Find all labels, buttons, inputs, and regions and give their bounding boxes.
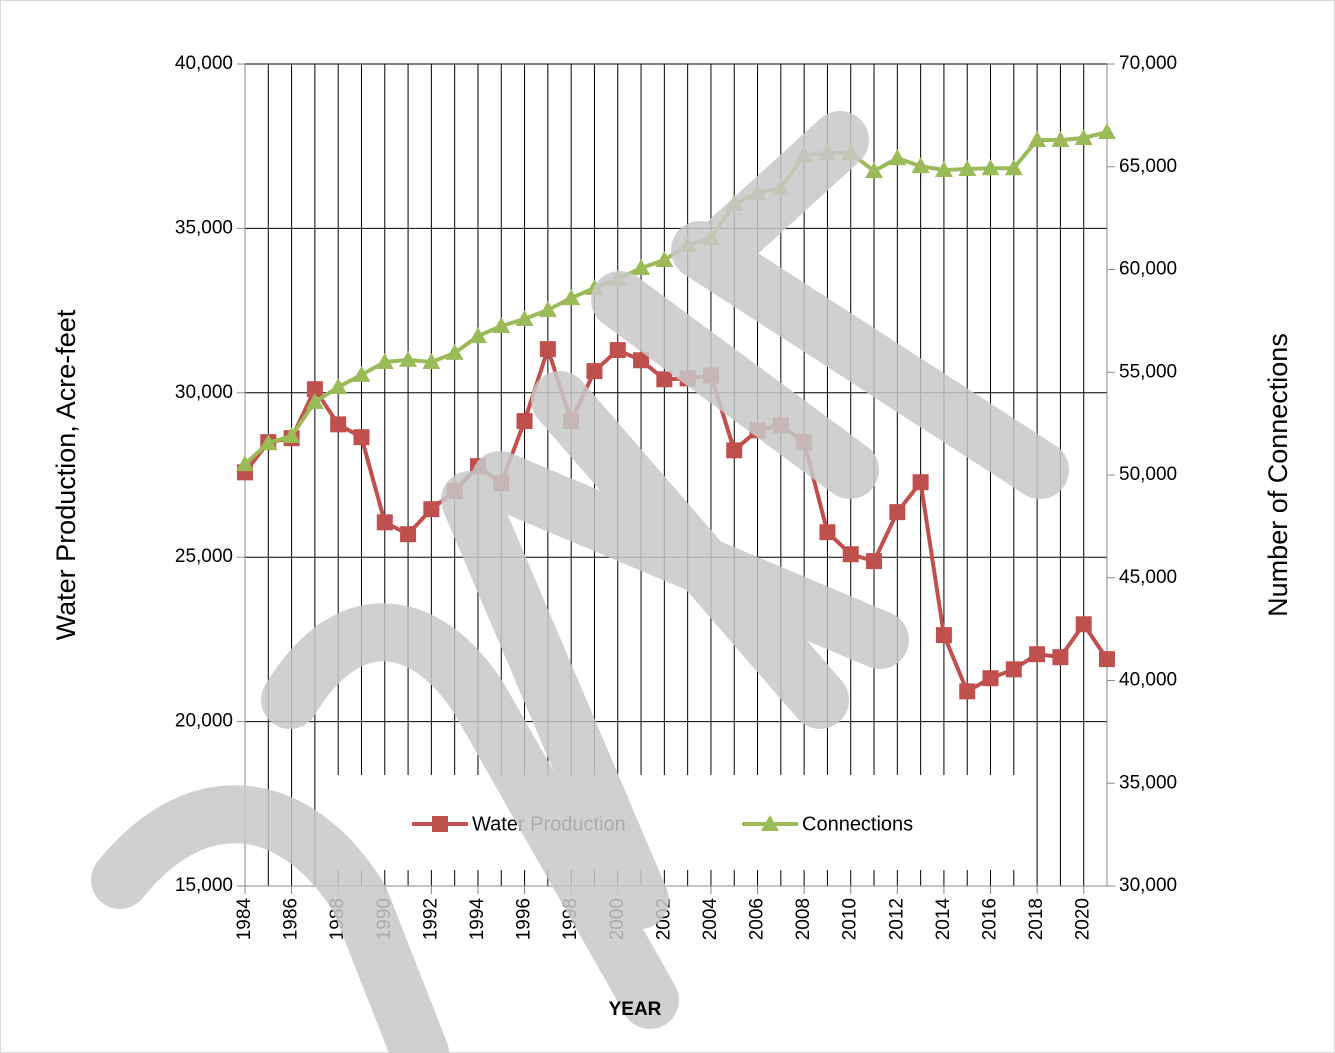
marker — [586, 363, 603, 380]
x-tick-label: 2006 — [747, 898, 768, 940]
x-tick-label: 1996 — [514, 898, 535, 940]
y-tick-label: 30,000 — [175, 382, 233, 403]
marker — [423, 501, 440, 518]
marker — [842, 546, 859, 563]
x-tick-label: 2014 — [933, 898, 954, 941]
x-tick-label: 2016 — [980, 898, 1001, 940]
marker — [655, 251, 674, 268]
marker — [515, 310, 534, 327]
draft-watermark — [91, 111, 1069, 1053]
marker — [329, 378, 348, 395]
marker — [492, 317, 511, 334]
marker — [935, 627, 952, 644]
y2-tick-label: 45,000 — [1119, 567, 1177, 588]
marker — [1052, 649, 1069, 666]
y2-tick-label: 30,000 — [1119, 875, 1177, 896]
marker — [726, 442, 743, 459]
y-tick-label: 20,000 — [175, 711, 233, 732]
marker — [330, 416, 347, 433]
marker — [562, 289, 581, 306]
y2-tick-label: 65,000 — [1119, 156, 1177, 177]
marker — [1074, 128, 1093, 145]
marker — [958, 160, 977, 177]
marker — [981, 159, 1000, 176]
marker — [399, 350, 418, 367]
marker — [1029, 646, 1046, 663]
x-tick-label: 2018 — [1026, 898, 1047, 940]
marker — [1028, 131, 1047, 148]
y2-tick-label: 40,000 — [1119, 670, 1177, 691]
x-tick-label: 2004 — [700, 898, 721, 941]
marker — [866, 553, 883, 570]
marker — [432, 816, 448, 832]
marker — [609, 342, 626, 359]
y2-tick-label: 60,000 — [1119, 259, 1177, 280]
marker — [445, 343, 464, 360]
marker — [1004, 159, 1023, 176]
marker — [375, 352, 394, 369]
marker — [400, 526, 417, 543]
y2-axis-title: Number of Connections — [1263, 333, 1293, 617]
x-tick-label: 2010 — [840, 898, 861, 940]
y2-tick-label: 50,000 — [1119, 464, 1177, 485]
marker — [656, 371, 673, 388]
marker — [516, 413, 533, 430]
marker — [236, 455, 254, 472]
marker — [865, 162, 884, 179]
marker — [632, 259, 651, 276]
x-tick-label: 1984 — [234, 898, 255, 941]
marker — [305, 393, 324, 410]
marker — [306, 381, 323, 398]
y-axis-title: Water Production, Acre-feet — [51, 309, 81, 640]
marker — [819, 524, 836, 541]
marker — [889, 504, 906, 521]
marker — [538, 300, 557, 317]
x-tick-label: 1986 — [281, 898, 302, 940]
y-tick-label: 25,000 — [175, 546, 233, 567]
x-tick-label: 1992 — [420, 898, 441, 940]
marker — [959, 683, 976, 700]
y-tick-label: 15,000 — [175, 875, 233, 896]
x-tick-label: 2020 — [1073, 898, 1094, 940]
marker — [1075, 616, 1092, 633]
marker — [539, 341, 556, 358]
marker — [934, 161, 953, 178]
marker — [761, 815, 779, 831]
marker — [1099, 651, 1115, 668]
marker — [282, 426, 301, 443]
marker — [422, 352, 441, 369]
marker — [633, 352, 650, 369]
marker — [1098, 123, 1116, 140]
x-tick-label: 2008 — [793, 898, 814, 940]
marker — [376, 514, 393, 531]
x-tick-label: 1994 — [467, 898, 488, 941]
marker — [1051, 131, 1070, 148]
marker — [888, 149, 907, 166]
marker — [352, 365, 371, 382]
marker — [353, 429, 370, 446]
y-tick-label: 35,000 — [175, 217, 233, 238]
y2-tick-label: 70,000 — [1119, 53, 1177, 74]
marker — [1005, 661, 1022, 678]
marker — [468, 327, 487, 344]
marker — [912, 474, 929, 491]
x-tick-label: 2012 — [886, 898, 907, 940]
y2-tick-label: 35,000 — [1119, 772, 1177, 793]
x-axis-title: YEAR — [609, 999, 662, 1020]
y-tick-label: 40,000 — [175, 53, 233, 74]
y2-tick-label: 55,000 — [1119, 361, 1177, 382]
marker — [911, 157, 930, 174]
marker — [259, 433, 278, 450]
marker — [982, 670, 999, 687]
legend-label: Connections — [802, 813, 913, 835]
